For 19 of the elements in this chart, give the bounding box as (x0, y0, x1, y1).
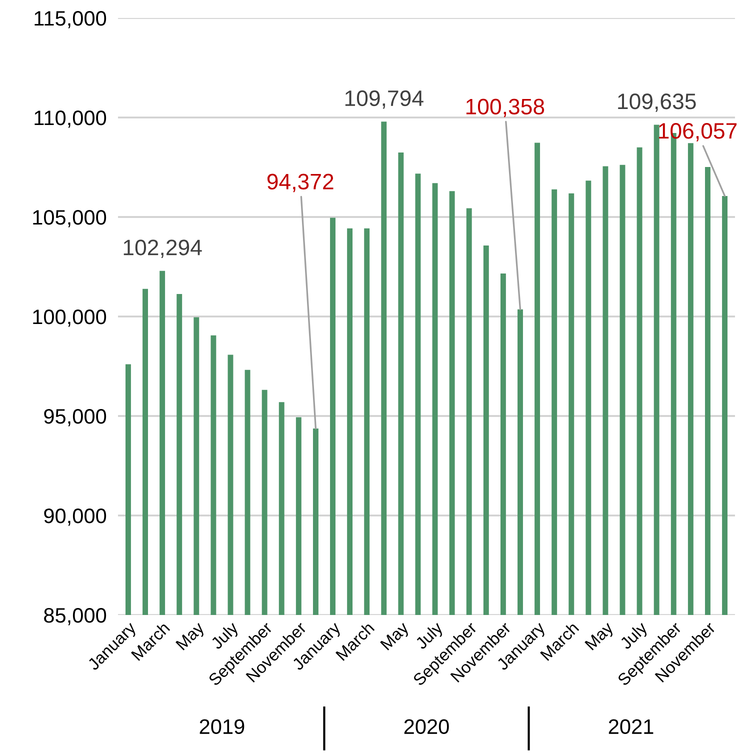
y-tick-label: 95,000 (44, 409, 106, 426)
text: 2019 (200, 719, 244, 734)
y-tick-label: 85,000 (44, 608, 106, 626)
data-label: 102,294 (124, 240, 202, 258)
data-label: 109,794 (345, 90, 424, 109)
y-tick-label: 110,000 (34, 110, 106, 128)
data-label: 106,057 (659, 123, 737, 142)
y-tick-label: 100,000 (33, 310, 106, 327)
x-tick-label: May (176, 621, 208, 653)
data-label: 109,635 (618, 94, 696, 112)
x-tick-label: May (584, 621, 616, 653)
text: 2020 (404, 719, 449, 734)
data-label: 94,372 (267, 174, 334, 192)
y-tick-label: 115,000 (34, 11, 106, 28)
x-tick-label: May (380, 621, 412, 653)
data-label: 100,358 (466, 98, 544, 118)
y-tick-label: 90,000 (44, 508, 106, 526)
y-tick-label: 105,000 (33, 210, 106, 228)
text: 2021 (608, 719, 654, 734)
